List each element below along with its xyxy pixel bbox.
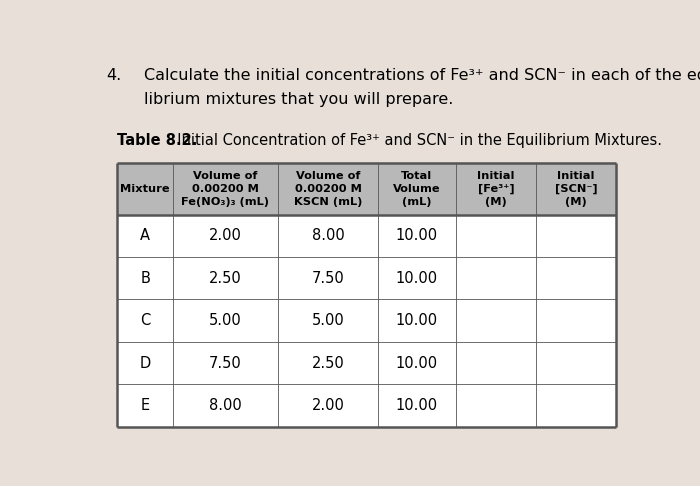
Text: 10.00: 10.00 [395, 356, 438, 371]
Text: 2.00: 2.00 [312, 398, 344, 413]
Text: 10.00: 10.00 [395, 398, 438, 413]
Bar [118, 257, 617, 299]
Text: 2.50: 2.50 [312, 356, 344, 371]
Text: Initial
[SCN⁻]
(M): Initial [SCN⁻] (M) [555, 171, 598, 207]
Text: Initial Concentration of Fe³⁺ and SCN⁻ in the Equilibrium Mixtures.: Initial Concentration of Fe³⁺ and SCN⁻ i… [168, 133, 662, 148]
Text: 7.50: 7.50 [209, 356, 242, 371]
Text: 5.00: 5.00 [209, 313, 242, 328]
Text: Mixture: Mixture [120, 184, 170, 194]
Text: librium mixtures that you will prepare.: librium mixtures that you will prepare. [144, 92, 454, 107]
Text: 10.00: 10.00 [395, 313, 438, 328]
Text: Volume of
0.00200 M
KSCN (mL): Volume of 0.00200 M KSCN (mL) [294, 171, 363, 207]
Text: D: D [139, 356, 150, 371]
Text: 2.00: 2.00 [209, 228, 242, 243]
Text: Volume of
0.00200 M
Fe(NO₃)₃ (mL): Volume of 0.00200 M Fe(NO₃)₃ (mL) [181, 171, 270, 207]
Text: E: E [141, 398, 150, 413]
Text: 2.50: 2.50 [209, 271, 242, 286]
Bar [118, 342, 617, 384]
Text: 7.50: 7.50 [312, 271, 344, 286]
Text: 8.00: 8.00 [312, 228, 344, 243]
Text: Total
Volume
(mL): Total Volume (mL) [393, 171, 440, 207]
Text: 10.00: 10.00 [395, 271, 438, 286]
Text: 5.00: 5.00 [312, 313, 344, 328]
Text: A: A [140, 228, 150, 243]
Text: Initial
[Fe³⁺]
(M): Initial [Fe³⁺] (M) [477, 171, 514, 207]
Bar [118, 163, 617, 214]
Bar [118, 214, 617, 257]
Text: 10.00: 10.00 [395, 228, 438, 243]
Text: 8.00: 8.00 [209, 398, 242, 413]
Bar [118, 384, 617, 427]
Text: Table 8.2.: Table 8.2. [118, 133, 197, 148]
Text: 4.: 4. [106, 68, 122, 83]
Text: Calculate the initial concentrations of Fe³⁺ and SCN⁻ in each of the equi-: Calculate the initial concentrations of … [144, 68, 700, 83]
Text: B: B [140, 271, 150, 286]
Text: C: C [140, 313, 150, 328]
Bar [118, 299, 617, 342]
